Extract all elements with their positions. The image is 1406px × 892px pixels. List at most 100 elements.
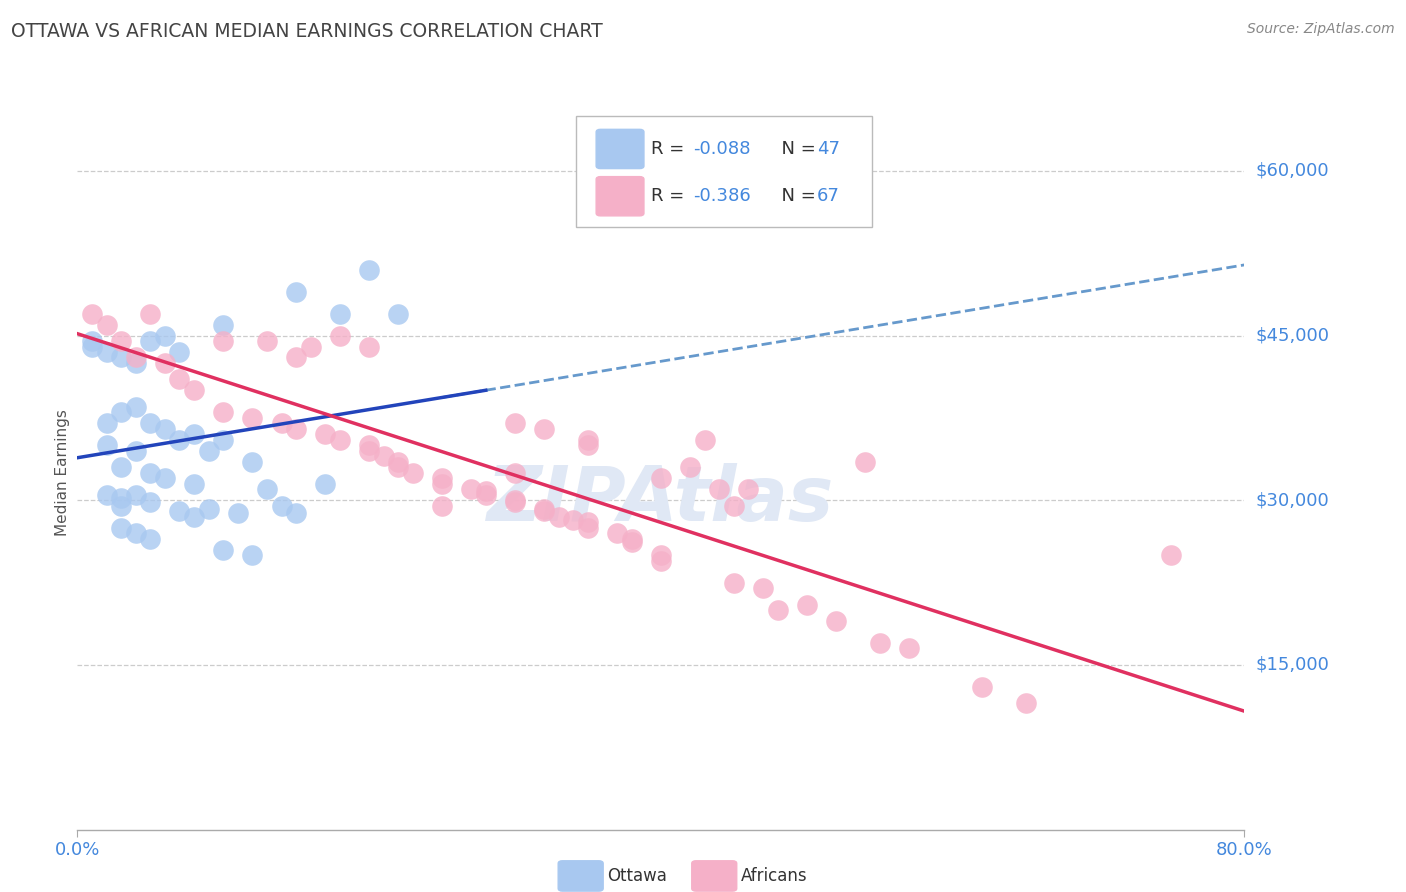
- Point: [96, 345, 118, 359]
- Point: [226, 507, 249, 521]
- Point: [576, 515, 599, 529]
- Point: [285, 507, 308, 521]
- Point: [212, 334, 235, 348]
- Point: [620, 532, 643, 546]
- Point: [709, 482, 731, 496]
- Text: R =: R =: [651, 187, 690, 205]
- Point: [169, 504, 191, 518]
- Text: 47: 47: [817, 140, 839, 158]
- Point: [96, 417, 118, 431]
- Point: [124, 356, 148, 370]
- Text: $60,000: $60,000: [1256, 161, 1329, 180]
- Text: N =: N =: [770, 187, 823, 205]
- Point: [562, 513, 585, 527]
- Point: [430, 471, 453, 485]
- Point: [576, 438, 599, 452]
- Point: [650, 548, 672, 562]
- Point: [285, 351, 308, 365]
- Point: [96, 488, 118, 502]
- Point: [329, 328, 352, 343]
- Point: [503, 493, 526, 508]
- Point: [1014, 696, 1036, 710]
- Point: [153, 356, 176, 370]
- Point: [970, 680, 993, 694]
- Point: [139, 417, 162, 431]
- Point: [124, 400, 148, 414]
- Point: [650, 471, 672, 485]
- Point: [329, 307, 352, 321]
- Point: [270, 499, 292, 513]
- Point: [80, 334, 103, 348]
- Point: [110, 334, 132, 348]
- Point: [853, 455, 876, 469]
- Point: [1160, 548, 1182, 562]
- Point: [183, 384, 205, 398]
- Point: [869, 636, 891, 650]
- Point: [314, 427, 336, 442]
- Point: [169, 345, 191, 359]
- Point: [139, 466, 162, 480]
- Text: R =: R =: [651, 140, 690, 158]
- Point: [737, 482, 759, 496]
- Point: [96, 438, 118, 452]
- Point: [183, 476, 205, 491]
- Point: [723, 499, 745, 513]
- Point: [153, 328, 176, 343]
- Text: $30,000: $30,000: [1256, 491, 1329, 509]
- Point: [197, 502, 219, 516]
- Point: [124, 351, 148, 365]
- Point: [139, 307, 162, 321]
- Point: [197, 443, 219, 458]
- Point: [110, 351, 132, 365]
- Text: 67: 67: [817, 187, 839, 205]
- Point: [242, 548, 264, 562]
- Point: [796, 598, 818, 612]
- Point: [242, 455, 264, 469]
- Text: ZIPAtlas: ZIPAtlas: [486, 463, 835, 537]
- Point: [387, 307, 409, 321]
- Point: [110, 499, 132, 513]
- Point: [650, 553, 672, 567]
- Text: -0.386: -0.386: [693, 187, 751, 205]
- Point: [766, 603, 789, 617]
- Point: [110, 405, 132, 419]
- Point: [183, 509, 205, 524]
- Point: [110, 491, 132, 505]
- Point: [547, 509, 569, 524]
- Y-axis label: Median Earnings: Median Earnings: [55, 409, 70, 536]
- Point: [474, 488, 498, 502]
- Point: [110, 460, 132, 475]
- Point: [387, 455, 409, 469]
- Point: [285, 422, 308, 436]
- Point: [80, 307, 103, 321]
- Point: [897, 641, 920, 656]
- Point: [576, 521, 599, 535]
- Point: [80, 339, 103, 353]
- Point: [124, 526, 148, 541]
- Point: [474, 484, 498, 499]
- Point: [723, 575, 745, 590]
- Point: [387, 460, 409, 475]
- Point: [212, 318, 235, 332]
- Point: [503, 417, 526, 431]
- Point: [124, 488, 148, 502]
- Point: [752, 581, 775, 595]
- Point: [153, 422, 176, 436]
- Point: [503, 495, 526, 509]
- Point: [110, 521, 132, 535]
- Point: [533, 504, 555, 518]
- Text: N =: N =: [770, 140, 823, 158]
- Point: [373, 450, 395, 464]
- Point: [357, 443, 380, 458]
- Point: [357, 339, 380, 353]
- Point: [357, 262, 380, 277]
- Point: [183, 427, 205, 442]
- Point: [139, 495, 162, 509]
- Point: [460, 482, 482, 496]
- Text: $15,000: $15,000: [1256, 656, 1330, 673]
- Point: [169, 433, 191, 447]
- Point: [533, 502, 555, 516]
- Point: [212, 405, 235, 419]
- Point: [620, 535, 643, 549]
- Point: [256, 334, 278, 348]
